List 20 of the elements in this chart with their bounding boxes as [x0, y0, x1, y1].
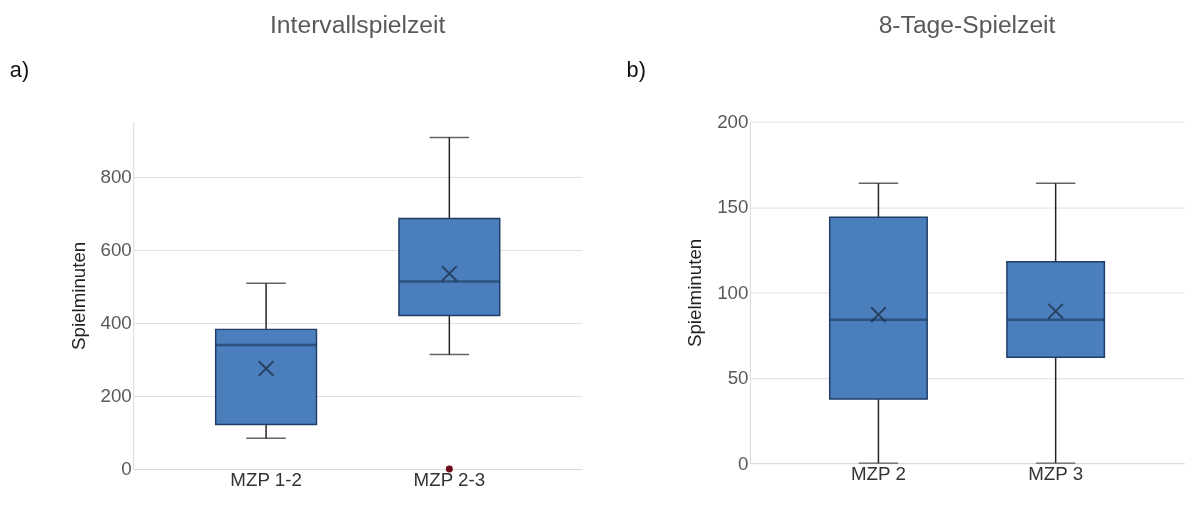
y-tick-label: 600	[100, 239, 132, 261]
y-tick-label: 150	[717, 196, 749, 218]
y-axis-title: Spielminuten	[67, 241, 89, 351]
x-tick-label: MZP 2-3	[413, 469, 486, 491]
x-tick-label: MZP 3	[1028, 463, 1084, 485]
y-tick-label: 100	[717, 281, 749, 303]
y-tick-label: 0	[121, 458, 132, 480]
y-tick-label: 400	[100, 312, 132, 334]
chart-title: 8-Tage-Spielzeit	[878, 10, 1056, 38]
y-tick-label: 200	[717, 111, 749, 133]
text: b)	[626, 57, 646, 83]
y-tick-label: 800	[100, 165, 132, 187]
y-tick-label: 50	[727, 367, 749, 389]
chart-title: Intervallspielzeit	[270, 10, 446, 38]
y-tick-label: 0	[738, 452, 749, 474]
x-tick-label: MZP 1-2	[230, 469, 302, 491]
y-tick-label: 200	[100, 385, 132, 407]
text: a)	[9, 57, 30, 83]
y-axis-title: Spielminuten	[684, 238, 706, 348]
x-tick-label: MZP 2	[851, 463, 906, 485]
